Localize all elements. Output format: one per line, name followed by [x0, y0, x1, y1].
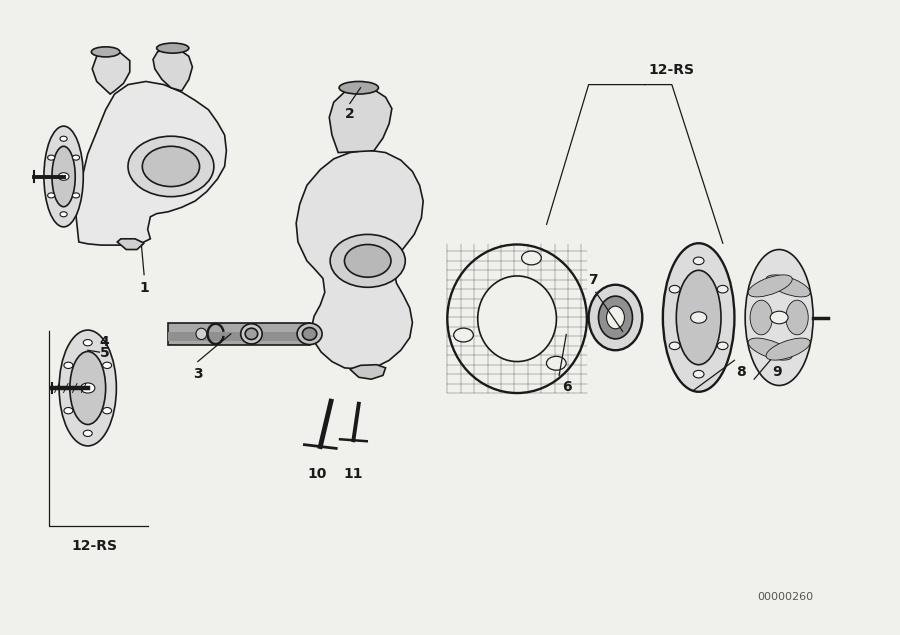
Ellipse shape	[196, 328, 207, 340]
Ellipse shape	[748, 275, 792, 297]
Text: 12-RS: 12-RS	[71, 539, 117, 553]
Ellipse shape	[157, 43, 189, 53]
FancyBboxPatch shape	[168, 323, 310, 345]
Circle shape	[60, 211, 68, 217]
Circle shape	[60, 137, 68, 141]
Ellipse shape	[240, 324, 262, 344]
Circle shape	[546, 356, 566, 370]
Circle shape	[84, 430, 92, 436]
Ellipse shape	[44, 126, 84, 227]
Circle shape	[64, 408, 73, 414]
Text: 10: 10	[308, 467, 328, 481]
Ellipse shape	[745, 250, 813, 385]
Text: 4: 4	[99, 335, 109, 349]
Ellipse shape	[589, 284, 643, 351]
Circle shape	[454, 328, 473, 342]
Polygon shape	[329, 88, 392, 152]
Circle shape	[103, 362, 112, 368]
Polygon shape	[350, 364, 385, 379]
Ellipse shape	[663, 243, 734, 392]
Circle shape	[670, 285, 680, 293]
Ellipse shape	[297, 323, 322, 345]
Text: 6: 6	[562, 380, 572, 394]
Ellipse shape	[786, 300, 808, 335]
Ellipse shape	[607, 306, 625, 329]
Ellipse shape	[91, 47, 120, 57]
Ellipse shape	[598, 296, 633, 339]
Ellipse shape	[70, 352, 105, 425]
Text: 00000260: 00000260	[758, 592, 814, 602]
FancyBboxPatch shape	[168, 332, 310, 341]
Polygon shape	[117, 239, 144, 250]
Ellipse shape	[128, 137, 214, 197]
Circle shape	[103, 408, 112, 414]
Text: 9: 9	[772, 364, 781, 378]
Ellipse shape	[676, 271, 721, 364]
Ellipse shape	[750, 300, 772, 335]
Text: 5: 5	[99, 346, 109, 360]
Circle shape	[522, 251, 541, 265]
Text: 11: 11	[344, 467, 363, 481]
Text: 1: 1	[140, 281, 149, 295]
Ellipse shape	[345, 244, 391, 277]
Ellipse shape	[748, 338, 792, 360]
Ellipse shape	[478, 276, 556, 361]
Polygon shape	[76, 81, 227, 245]
Ellipse shape	[766, 275, 810, 297]
Ellipse shape	[52, 146, 76, 207]
Text: 12-RS: 12-RS	[649, 63, 695, 77]
Circle shape	[717, 285, 728, 293]
Circle shape	[48, 193, 55, 198]
Ellipse shape	[245, 328, 257, 340]
Circle shape	[72, 155, 79, 160]
Ellipse shape	[142, 146, 200, 187]
Circle shape	[84, 340, 92, 346]
Circle shape	[48, 155, 55, 160]
Text: 8: 8	[736, 364, 746, 378]
Circle shape	[72, 193, 79, 198]
Polygon shape	[153, 48, 193, 91]
Circle shape	[717, 342, 728, 350]
Ellipse shape	[330, 234, 405, 287]
Ellipse shape	[770, 311, 788, 324]
Text: 3: 3	[193, 366, 202, 380]
Polygon shape	[92, 50, 130, 94]
Circle shape	[693, 370, 704, 378]
Text: 7: 7	[589, 273, 598, 287]
Circle shape	[693, 257, 704, 265]
Ellipse shape	[339, 81, 378, 94]
Circle shape	[670, 342, 680, 350]
Text: 2: 2	[345, 107, 355, 121]
Ellipse shape	[766, 338, 810, 360]
Circle shape	[58, 173, 69, 180]
Circle shape	[81, 383, 94, 393]
Polygon shape	[296, 150, 423, 369]
Circle shape	[64, 362, 73, 368]
Ellipse shape	[59, 330, 116, 446]
Ellipse shape	[302, 328, 317, 340]
Circle shape	[690, 312, 707, 323]
